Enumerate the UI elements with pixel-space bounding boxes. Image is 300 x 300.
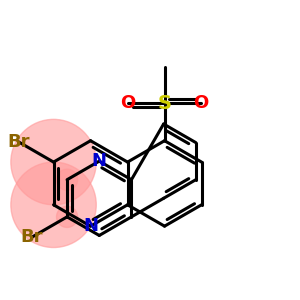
Text: O: O [121, 94, 136, 112]
Text: N: N [92, 152, 107, 170]
Text: O: O [193, 94, 208, 112]
Circle shape [11, 162, 96, 247]
Text: N: N [83, 217, 98, 235]
Text: S: S [158, 94, 172, 112]
Circle shape [56, 169, 78, 190]
Text: Br: Br [20, 228, 43, 246]
Circle shape [11, 119, 96, 205]
Text: Br: Br [7, 133, 30, 151]
Circle shape [56, 206, 78, 227]
